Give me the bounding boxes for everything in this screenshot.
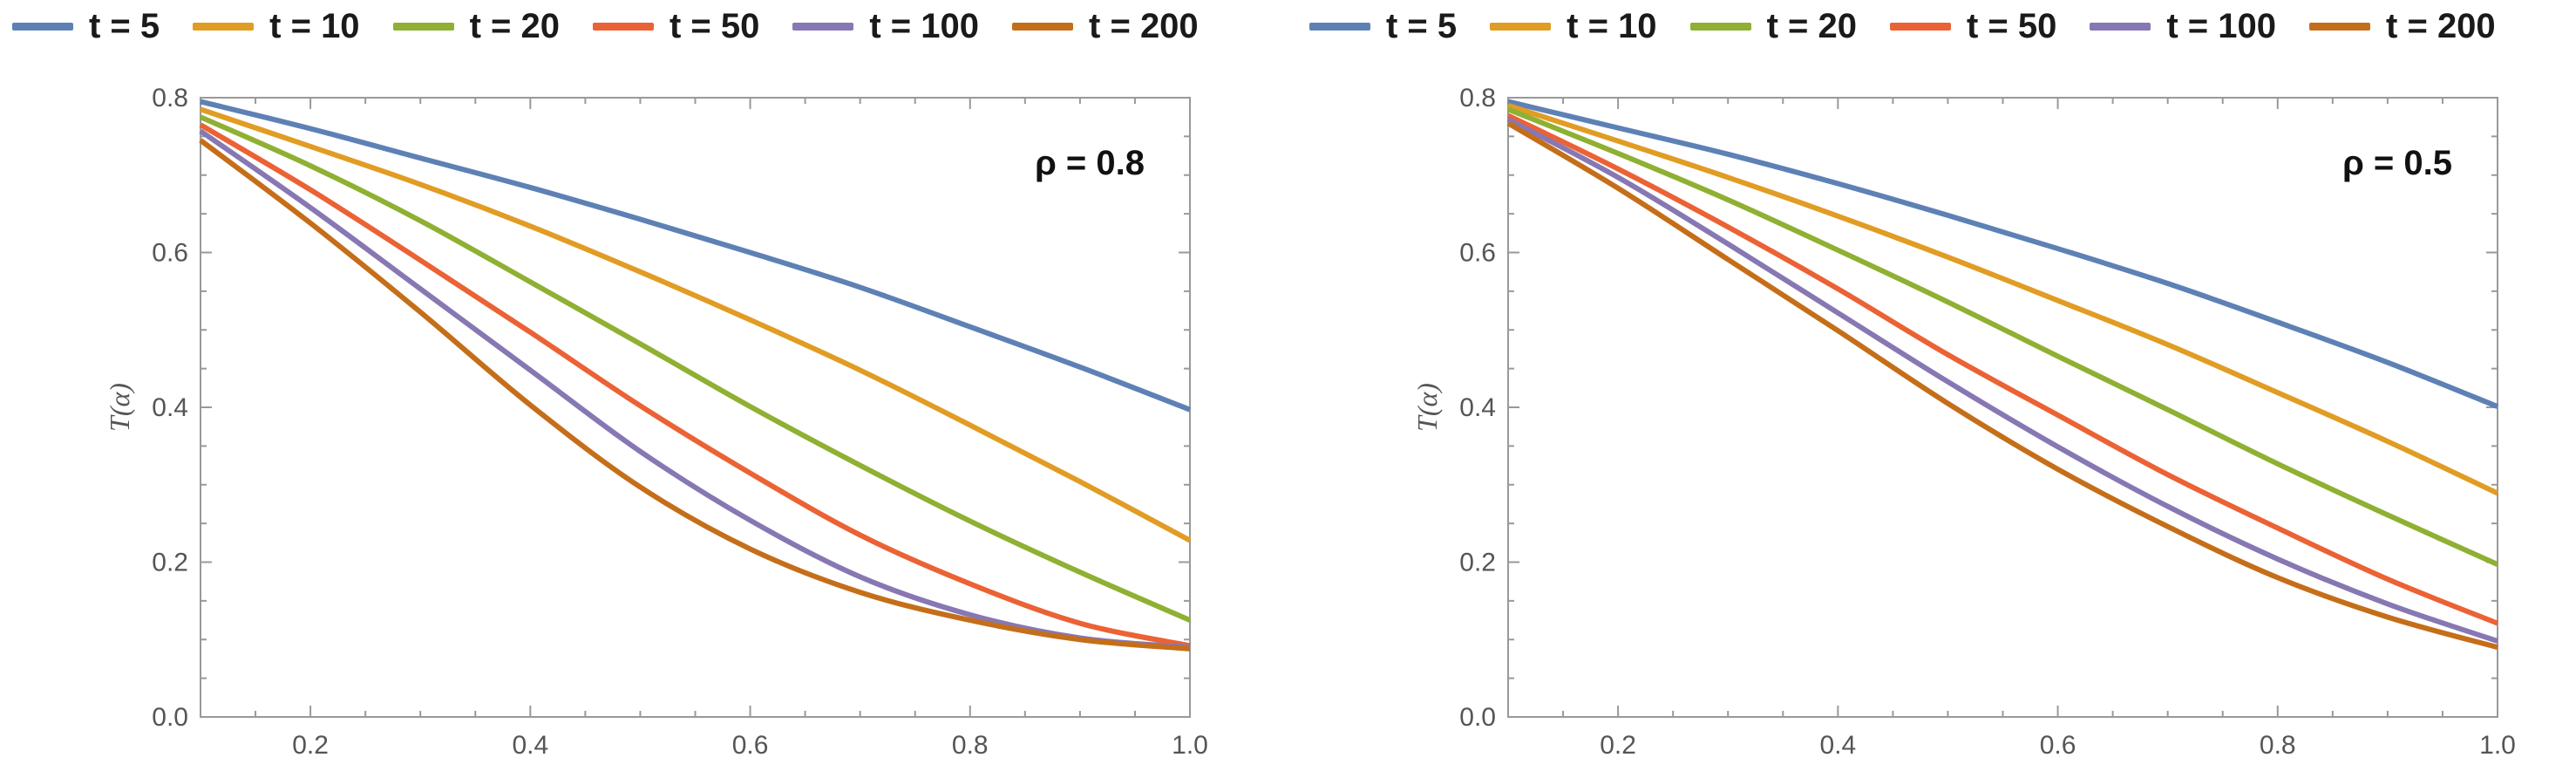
y-axis-label: T(α) <box>104 383 135 432</box>
legend-label: t = 20 <box>469 6 560 45</box>
x-tick-label: 0.8 <box>2260 731 2296 760</box>
left-series-line <box>199 128 1191 651</box>
x-tick-label: 0.2 <box>1600 731 1636 760</box>
legend-label: t = 5 <box>89 6 160 45</box>
y-tick-label: 0.0 <box>152 703 188 732</box>
legend-label: t = 100 <box>869 6 980 45</box>
left-legend-item: t = 50 <box>592 6 760 46</box>
legend-label: t = 10 <box>269 6 360 45</box>
right-legend-item: t = 100 <box>2090 7 2276 46</box>
left-legend-item: t = 20 <box>392 6 560 46</box>
x-tick-label: 1.0 <box>1172 731 1208 760</box>
right-series-line <box>1506 113 2499 626</box>
right-rho-annotation: ρ = 0.5 <box>2342 144 2452 182</box>
left-legend-item: t = 100 <box>792 7 979 46</box>
legend-label: t = 10 <box>1567 6 1657 45</box>
left-series-line <box>199 114 1192 623</box>
right-legend-item: t = 200 <box>2309 7 2496 46</box>
left-legend-item: t = 5 <box>12 7 160 46</box>
left-plot-frame <box>200 97 1191 718</box>
x-tick-label: 0.4 <box>1819 731 1856 760</box>
legend-left: t = 5 t = 10 t = 20 t = 50 t = 100 t = 200 <box>12 0 1232 52</box>
x-tick-label: 0.4 <box>512 731 548 760</box>
y-tick-label: 0.8 <box>1459 84 1496 113</box>
right-legend-item: t = 50 <box>1889 6 2057 46</box>
y-tick-label: 0.6 <box>1459 239 1496 268</box>
y-tick-label: 0.2 <box>1459 549 1496 577</box>
y-tick-label: 0.8 <box>152 84 188 113</box>
legend-swatch <box>2309 22 2371 31</box>
y-axis-label: T(α) <box>1411 383 1443 432</box>
x-tick-label: 0.6 <box>2040 731 2076 760</box>
legend-label: t = 200 <box>2386 6 2496 45</box>
right-legend-item: t = 20 <box>1689 6 1857 46</box>
right-series-line <box>1507 99 2499 409</box>
legend-label: t = 5 <box>1386 6 1458 45</box>
right-series-line <box>1506 117 2498 644</box>
legend-swatch <box>792 22 854 31</box>
right-series-line <box>1506 106 2499 567</box>
left-series-line <box>200 99 1192 413</box>
x-tick-label: 0.2 <box>292 731 329 760</box>
left-series-line <box>200 106 1192 543</box>
y-tick-label: 0.4 <box>152 393 188 422</box>
legend-label: t = 100 <box>2166 6 2277 45</box>
x-tick-label: 0.6 <box>732 731 769 760</box>
legend-swatch <box>2090 22 2151 31</box>
legend-swatch <box>1309 22 1370 31</box>
legend-swatch <box>392 22 454 31</box>
chart-right: 0.20.40.60.81.00.00.20.40.60.8αT(α)ρ = 0… <box>1411 84 2516 760</box>
right-series-line <box>1507 103 2499 496</box>
legend-label: t = 50 <box>1966 6 2057 45</box>
legend-swatch <box>1012 22 1074 31</box>
y-tick-label: 0.2 <box>152 549 188 577</box>
legend-label: t = 200 <box>1089 6 1199 45</box>
legend-right: t = 5 t = 10 t = 20 t = 50 t = 100 t = 200 <box>1309 0 2529 52</box>
legend-swatch <box>1889 22 1951 31</box>
y-tick-label: 0.0 <box>1459 703 1496 732</box>
legend-swatch <box>1689 22 1751 31</box>
left-series-line <box>199 138 1191 652</box>
left-legend-item: t = 10 <box>193 6 360 46</box>
legend-label: t = 20 <box>1766 6 1857 45</box>
left-series-line <box>199 122 1191 649</box>
legend-label: t = 50 <box>669 6 760 45</box>
chart-left: 0.20.40.60.81.00.00.20.40.60.8αT(α)ρ = 0… <box>104 84 1208 760</box>
right-series-line <box>1506 120 2498 651</box>
right-legend-item: t = 10 <box>1490 6 1657 46</box>
x-tick-label: 1.0 <box>2479 731 2516 760</box>
legend-swatch <box>193 22 255 31</box>
y-tick-label: 0.6 <box>152 239 188 268</box>
y-tick-label: 0.4 <box>1459 393 1496 422</box>
legend-swatch <box>1490 22 1552 31</box>
right-legend-item: t = 5 <box>1309 7 1457 46</box>
x-tick-label: 0.8 <box>952 731 989 760</box>
legend-swatch <box>592 22 654 31</box>
legend-swatch <box>12 22 73 31</box>
left-rho-annotation: ρ = 0.8 <box>1035 144 1145 182</box>
left-legend-item: t = 200 <box>1012 7 1199 46</box>
